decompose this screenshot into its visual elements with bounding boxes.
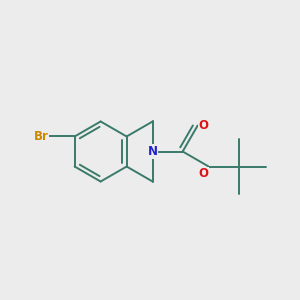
Text: O: O [198,167,208,180]
Text: O: O [199,118,209,131]
Text: Br: Br [34,130,49,143]
Text: N: N [148,145,158,158]
